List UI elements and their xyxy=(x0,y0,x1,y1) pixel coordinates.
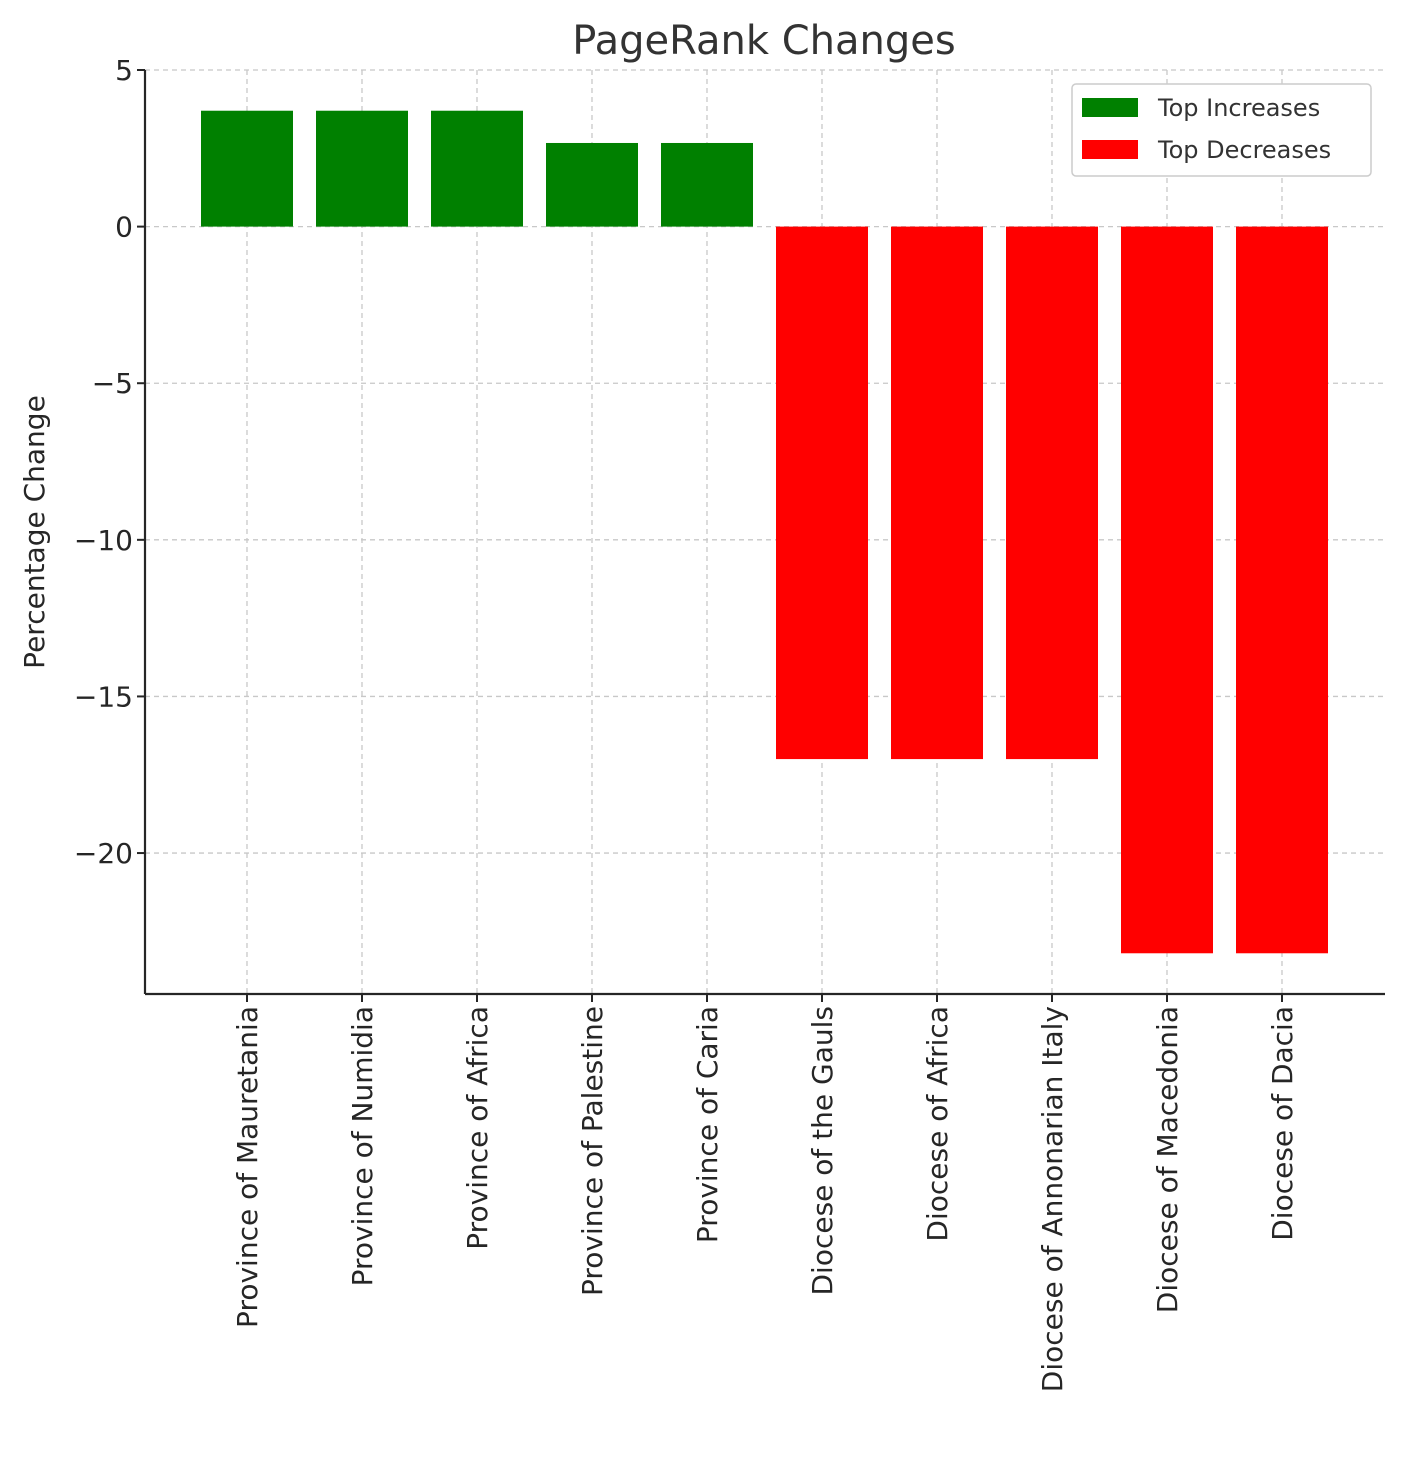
x-tick-label-diocese-of-dacia: Diocese of Dacia xyxy=(1266,1006,1299,1241)
legend-frame xyxy=(1071,83,1372,177)
bar-province-of-palestine xyxy=(546,142,638,227)
x-tick-label-province-of-africa: Province of Africa xyxy=(461,1006,494,1250)
x-tick-label-province-of-caria: Province of Caria xyxy=(691,1006,724,1243)
y-tick-label: −20 xyxy=(74,837,133,870)
x-tick-label-diocese-of-macedonia: Diocese of Macedonia xyxy=(1151,1006,1184,1313)
bars xyxy=(201,110,1328,954)
y-axis-label: Percentage Change xyxy=(18,395,51,669)
x-ticks: Province of Mauretania Province of Numidi… xyxy=(231,994,1299,1392)
legend-swatch-top-increases xyxy=(1082,98,1138,117)
x-tick-label-diocese-of-annonarian-italy: Diocese of Annonarian Italy xyxy=(1036,1006,1069,1392)
bar-province-of-mauretania xyxy=(201,110,293,227)
y-tick-label: −15 xyxy=(74,680,133,713)
bar-diocese-of-africa xyxy=(891,226,983,760)
bar-province-of-numidia xyxy=(316,110,408,227)
axes xyxy=(143,70,1385,996)
y-tick-label: −5 xyxy=(92,367,133,400)
legend-label-top-increases: Top Increases xyxy=(1157,94,1320,122)
bar-province-of-africa xyxy=(431,110,523,227)
x-tick-label-province-of-palestine: Province of Palestine xyxy=(576,1006,609,1296)
bar-diocese-of-the-gauls xyxy=(776,226,868,760)
chart-title: PageRank Changes xyxy=(572,18,955,64)
y-ticks: 5 0 −5 −10 −15 −20 xyxy=(74,54,145,870)
legend: Top Increases Top Decreases xyxy=(1071,83,1372,177)
bar-diocese-of-macedonia xyxy=(1121,226,1213,954)
legend-swatch-top-decreases xyxy=(1082,140,1138,159)
bar-province-of-caria xyxy=(661,142,753,227)
x-tick-label-diocese-of-africa: Diocese of Africa xyxy=(921,1006,954,1242)
x-tick-label-diocese-of-the-gauls: Diocese of the Gauls xyxy=(806,1006,839,1296)
bar-diocese-of-annonarian-italy xyxy=(1006,226,1098,760)
x-tick-label-province-of-mauretania: Province of Mauretania xyxy=(231,1006,264,1328)
x-tick-label-province-of-numidia: Province of Numidia xyxy=(346,1006,379,1286)
y-tick-label: 5 xyxy=(115,54,133,87)
y-tick-label: 0 xyxy=(115,211,133,244)
legend-label-top-decreases: Top Decreases xyxy=(1157,136,1331,164)
bar-diocese-of-dacia xyxy=(1236,226,1328,954)
y-tick-label: −10 xyxy=(74,524,133,557)
